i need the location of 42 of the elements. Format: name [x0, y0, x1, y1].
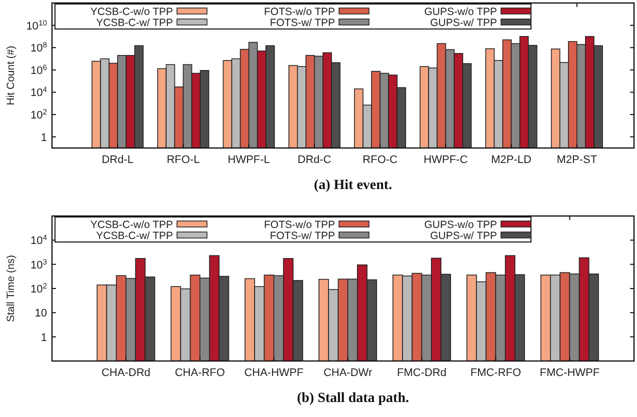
x-tick-label: CHA-DRd [102, 367, 150, 379]
x-tick-label: RFO-L [166, 154, 200, 166]
y-tick-label: 10$^{4}$ [30, 232, 48, 248]
y-tick-label: 10$^{2}$ [30, 107, 47, 122]
y-axis-title: Stall Time (ns) [5, 254, 17, 322]
y-tick-label: 10$^{3}$ [30, 256, 47, 272]
x-tick-label: RFO-C [362, 154, 398, 166]
x-tick-label: M2P-LD [491, 154, 532, 166]
y-tick-label: 10$^{6}$ [30, 62, 47, 77]
legend-label: FOTS-w/o TPP [264, 219, 335, 231]
x-tick-label: HWPF-C [424, 154, 468, 166]
x-tick-label: DRd-C [298, 154, 332, 166]
x-tick-label: CHA-DWr [323, 367, 372, 379]
legend-label: GUPS-w/o TPP [424, 219, 497, 231]
legend-label: GUPS-w/ TPP [430, 17, 497, 29]
legend-label: YCSB-C-w/ TPP [96, 17, 173, 29]
x-tick-label: CHA-RFO [174, 367, 226, 379]
y-tick-label: 1 [40, 132, 47, 144]
y-tick-label: 10$^{10}$ [26, 18, 47, 32]
legend-label: YCSB-C-w/o TPP [90, 219, 173, 231]
y-axis-title: Hit Count (#) [5, 46, 17, 106]
legend-label: YCSB-C-w/ TPP [96, 230, 173, 242]
y-tick-label: 1 [40, 332, 47, 344]
x-tick-label: HWPF-L [228, 154, 270, 166]
x-tick-label: FMC-HWPF [540, 367, 600, 379]
legend-label: FOTS-w/ TPP [270, 17, 335, 29]
y-tick-label: 10$^{4}$ [30, 84, 48, 100]
x-tick-label: CHA-HWPF [244, 367, 304, 379]
legend-label: GUPS-w/o TPP [424, 6, 497, 18]
legend-label: YCSB-C-w/o TPP [90, 6, 173, 18]
legend-label: FOTS-w/o TPP [264, 6, 335, 18]
x-tick-label: M2P-ST [556, 154, 598, 166]
text: (b) Stall data path. [296, 391, 410, 406]
x-tick-label: DRd-L [102, 154, 134, 166]
x-tick-label: FMC-DRd [397, 367, 447, 379]
y-tick-label: 10$^{8}$ [30, 40, 47, 55]
legend-label: FOTS-w/ TPP [270, 230, 335, 242]
y-tick-label: 10 [34, 308, 47, 320]
y-tick-label: 10$^{2}$ [30, 281, 47, 296]
text: (a) Hit event. [314, 178, 392, 193]
legend-label: GUPS-w/ TPP [430, 230, 497, 242]
x-tick-label: FMC-RFO [470, 367, 522, 379]
